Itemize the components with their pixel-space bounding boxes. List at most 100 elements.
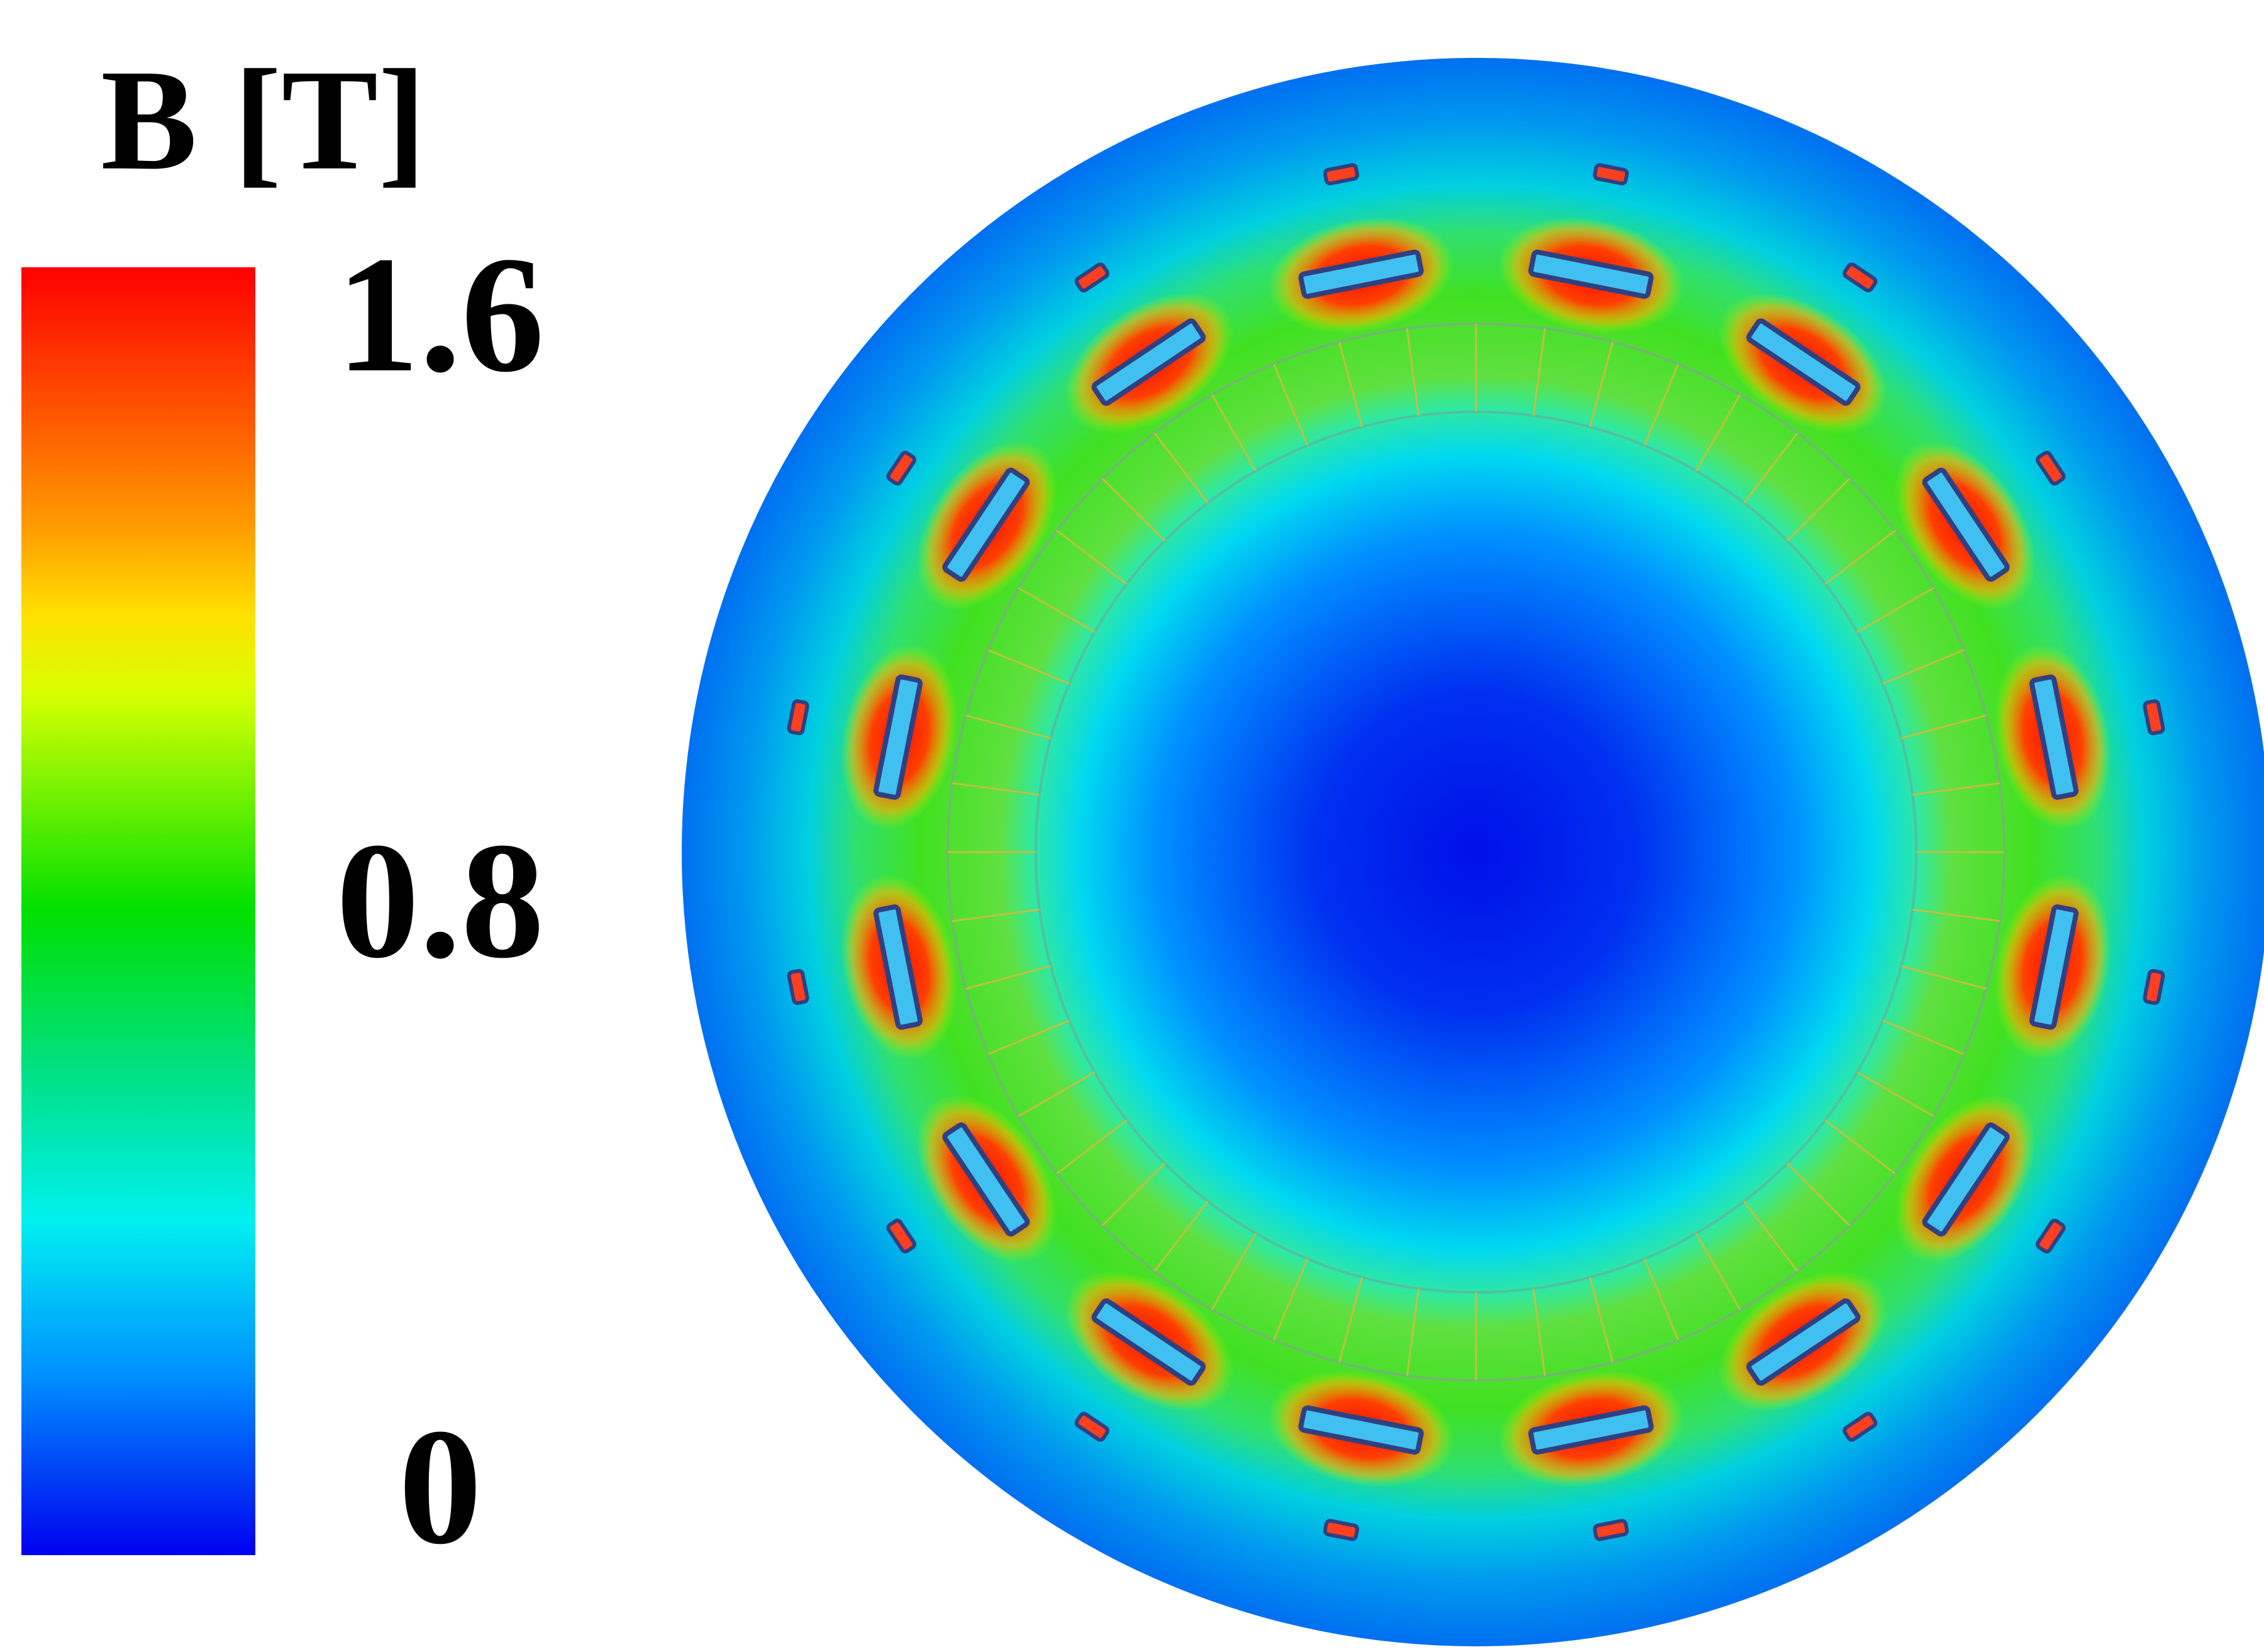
colorbar [21, 267, 255, 1555]
small-slot [1842, 262, 1878, 292]
segment-line [1824, 1119, 1896, 1175]
segment-line [1273, 363, 1309, 446]
segment-line [1743, 432, 1799, 504]
field-plot [682, 58, 2264, 1646]
magnet-slot [1298, 1405, 1424, 1455]
magnet [1894, 1094, 2066, 1263]
magnet [1065, 262, 1234, 434]
small-slot [1074, 262, 1110, 292]
segment-line [1338, 341, 1363, 428]
magnet [1065, 1270, 1234, 1442]
segment-line [965, 965, 1052, 990]
segment-line [1211, 1233, 1257, 1311]
segment-line [1882, 649, 1965, 685]
segment-line [1786, 477, 1851, 542]
magnet-slot [1298, 249, 1424, 299]
magnet [1718, 1270, 1887, 1442]
small-slot [886, 450, 916, 486]
segment-line [965, 714, 1052, 740]
segment-line [1532, 1288, 1546, 1377]
magnet [1268, 163, 1455, 334]
magnet [886, 1094, 1058, 1263]
magnet [886, 441, 1058, 610]
colorbar-tick-label: 1.6 [336, 223, 544, 407]
segment-line [952, 782, 1040, 796]
magnet-slot [2029, 674, 2079, 800]
magnet-slot [1528, 1405, 1654, 1455]
colorbar-tick-label: 0.8 [336, 809, 544, 993]
segment-line [1643, 363, 1679, 446]
small-slot [2036, 1218, 2066, 1254]
segment-line [1153, 432, 1209, 504]
small-slot [1842, 1412, 1878, 1442]
magnet-slot [1922, 467, 2010, 582]
magnet [1268, 1370, 1455, 1541]
magnet [1497, 1370, 1684, 1541]
magnet-slot [942, 1122, 1030, 1237]
magnet [1994, 873, 2165, 1060]
magnet-slot [1091, 1298, 1206, 1386]
segment-line [1273, 1258, 1309, 1341]
small-slot [787, 699, 809, 736]
segment-line [1882, 1019, 1965, 1055]
magnet [1894, 441, 2066, 610]
segment-line [1018, 1071, 1096, 1117]
segment-line [987, 649, 1070, 685]
segment-line [1056, 529, 1128, 585]
small-slot [2143, 699, 2165, 736]
segment-line [1856, 1071, 1934, 1117]
small-slot [1323, 1519, 1360, 1541]
magnet-slot [1746, 318, 1861, 406]
segment-line [952, 908, 1040, 923]
segment-line [1743, 1200, 1799, 1272]
segment-line [1912, 908, 2000, 923]
small-slot [1592, 1519, 1629, 1541]
magnet-slot [873, 674, 923, 800]
segment-line [1532, 328, 1546, 416]
magnet-slot [2029, 904, 2079, 1030]
segment-line [1643, 1258, 1679, 1341]
magnet [1718, 262, 1887, 434]
segment-line [1901, 714, 1987, 740]
segment-line [1695, 1233, 1741, 1311]
segment-line [1406, 328, 1420, 416]
magnet [1994, 644, 2165, 831]
segment-line [1589, 1277, 1614, 1363]
small-slot [2143, 968, 2165, 1006]
small-slot [1592, 163, 1629, 186]
small-slot [1323, 163, 1360, 186]
segment-line [1101, 1162, 1166, 1227]
segment-line [1018, 587, 1096, 633]
colorbar-tick-label: 0 [399, 1395, 482, 1579]
segment-line [1824, 529, 1896, 585]
segment-line [1912, 782, 2000, 796]
segment-line [1901, 965, 1987, 990]
magnet [787, 873, 958, 1060]
segment-line [1338, 1277, 1363, 1363]
magnet-slot [1528, 249, 1654, 299]
segment-line [1211, 394, 1257, 472]
colorbar-title: B [T] [101, 40, 426, 200]
small-slot [2036, 450, 2066, 486]
segment-line [1589, 341, 1614, 428]
segment-line [987, 1019, 1070, 1055]
magnet-slot [942, 467, 1030, 582]
magnet-slot [1746, 1298, 1861, 1386]
magnet [787, 644, 958, 831]
small-slot [787, 968, 809, 1006]
segment-line [1153, 1200, 1209, 1272]
segment-line [1101, 477, 1166, 542]
magnet [1497, 163, 1684, 334]
small-slot [886, 1218, 916, 1254]
segment-line [1856, 587, 1934, 633]
small-slot [1074, 1412, 1110, 1442]
segment-line [1056, 1119, 1128, 1175]
magnet-slot [873, 904, 923, 1030]
magnet-slot [1922, 1122, 2010, 1237]
magnet-slot [1091, 318, 1206, 406]
segment-line [1786, 1162, 1851, 1227]
field-disk [682, 58, 2264, 1646]
segment-line [1406, 1288, 1420, 1377]
